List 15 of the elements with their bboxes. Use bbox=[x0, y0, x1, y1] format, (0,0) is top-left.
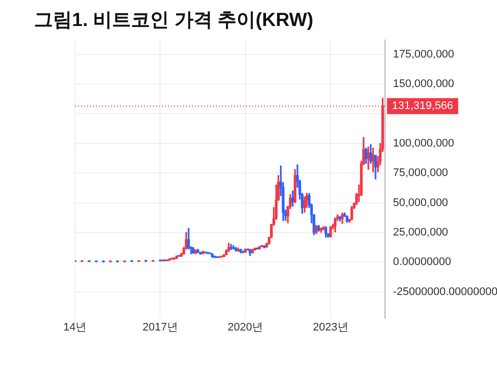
y-tick-label: -25000000.00000000 bbox=[393, 286, 497, 298]
y-tick-label: 100,000,000 bbox=[393, 137, 454, 150]
y-tick-label: 175,000,000 bbox=[393, 48, 454, 60]
y-tick-label: 50,000,000 bbox=[393, 196, 448, 209]
chart-title: 그림1. 비트코인 가격 추이(KRW) bbox=[34, 9, 314, 33]
x-tick-label: 14년 bbox=[63, 322, 87, 334]
x-tick-label: 2020년 bbox=[228, 322, 264, 334]
candlestick bbox=[175, 256, 178, 259]
x-tick-label: 2017년 bbox=[142, 322, 178, 334]
x-tick-label: 2023년 bbox=[312, 322, 348, 334]
y-tick-label: 0.00000000 bbox=[393, 256, 452, 268]
y-tick-label: 25,000,000 bbox=[393, 226, 448, 238]
ref-line-label: 131,319,566 bbox=[392, 100, 454, 112]
y-tick-label: 75,000,000 bbox=[393, 167, 448, 180]
y-tick-label: 150,000,000 bbox=[393, 78, 454, 90]
